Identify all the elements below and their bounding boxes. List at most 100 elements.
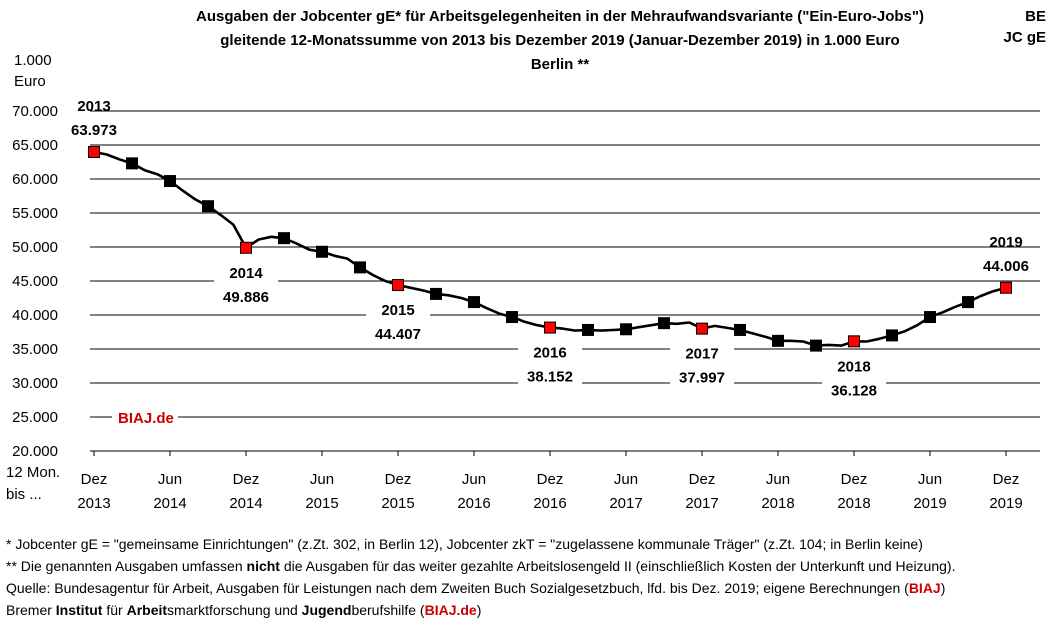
data-marker <box>392 279 404 292</box>
x-caption-line1: 12 Mon. <box>6 464 61 481</box>
data-marker <box>430 287 442 300</box>
data-marker <box>202 200 214 213</box>
x-tick-month: Dez <box>689 471 716 488</box>
y-tick-label: 60.000 <box>12 171 58 188</box>
x-tick-month: Dez <box>841 471 868 488</box>
footnote-source-biaj: BIAJ <box>908 580 941 596</box>
x-tick-year: 2017 <box>609 495 642 512</box>
x-tick-year: 2015 <box>305 495 338 512</box>
y-tick-label: 25.000 <box>12 409 58 426</box>
data-marker <box>316 245 328 258</box>
fi-d: Arbeit <box>126 602 168 618</box>
x-tick-year: 2018 <box>761 495 794 512</box>
annotation-background <box>214 260 278 309</box>
annotation-value: 63.973 <box>71 122 117 139</box>
jobcenter-type: JC gE <box>1003 29 1046 46</box>
data-marker <box>278 232 290 245</box>
data-marker <box>734 323 746 336</box>
data-marker <box>88 145 100 158</box>
chart-title-line3: Berlin ** <box>530 56 590 73</box>
x-tick-month: Dez <box>385 471 412 488</box>
x-tick-month: Dez <box>81 471 108 488</box>
x-tick-year: 2017 <box>685 495 718 512</box>
data-marker <box>658 317 670 330</box>
annotation-value: 49.886 <box>223 289 269 306</box>
footnote-source: Quelle: Bundesagentur für Arbeit, Ausgab… <box>6 577 945 599</box>
fi-a: Bremer <box>6 602 56 618</box>
data-marker <box>468 296 480 309</box>
x-tick-month: Dez <box>993 471 1020 488</box>
x-tick-month: Jun <box>310 471 334 488</box>
data-marker <box>544 321 556 334</box>
annotation-year: 2014 <box>229 265 263 282</box>
y-tick-label: 30.000 <box>12 375 58 392</box>
annotation-background <box>822 354 886 403</box>
footnote-source-c: ) <box>940 580 946 596</box>
annotation-value: 37.997 <box>679 370 725 387</box>
data-marker <box>506 311 518 324</box>
data-marker <box>582 323 594 336</box>
y-tick-label: 20.000 <box>12 443 58 460</box>
footnote-jobcenter: * Jobcenter gE = "gemeinsame Einrichtung… <box>6 536 923 552</box>
x-tick-year: 2014 <box>153 495 186 512</box>
y-unit-line1: 1.000 <box>14 52 52 69</box>
region-code: BE <box>1025 8 1046 25</box>
x-tick-year: 2014 <box>229 495 262 512</box>
fi-c: für <box>102 602 127 618</box>
series-line <box>93 150 1007 347</box>
x-tick-year: 2016 <box>533 495 566 512</box>
y-tick-label: 70.000 <box>12 103 58 120</box>
x-tick-year: 2018 <box>837 495 870 512</box>
watermark-background <box>112 406 178 428</box>
data-marker <box>772 334 784 347</box>
annotation-year: 2017 <box>685 346 718 363</box>
data-marker <box>126 157 138 170</box>
x-tick-month: Dez <box>537 471 564 488</box>
x-tick-month: Jun <box>766 471 790 488</box>
x-tick-year: 2013 <box>77 495 110 512</box>
annotation-year: 2018 <box>837 358 870 375</box>
annotation-year: 2015 <box>381 302 414 319</box>
chart-title-line2: gleitende 12-Monatssumme von 2013 bis De… <box>220 32 900 49</box>
data-marker <box>848 335 860 348</box>
data-marker <box>962 296 974 309</box>
y-tick-label: 50.000 <box>12 239 58 256</box>
y-unit-line2: Euro <box>14 73 46 90</box>
data-marker <box>240 241 252 254</box>
annotation-value: 44.407 <box>375 326 421 343</box>
data-marker <box>354 261 366 274</box>
x-caption-line2: bis ... <box>6 486 42 503</box>
data-marker <box>886 329 898 342</box>
x-tick-month: Jun <box>462 471 486 488</box>
x-tick-month: Dez <box>233 471 260 488</box>
y-tick-label: 55.000 <box>12 205 58 222</box>
data-marker <box>620 323 632 336</box>
annotation-background <box>670 341 734 390</box>
y-tick-label: 40.000 <box>12 307 58 324</box>
footnote-expenses-b: nicht <box>246 558 280 574</box>
annotation-value: 44.006 <box>983 258 1029 275</box>
annotation-year: 2013 <box>77 98 110 115</box>
y-tick-label: 35.000 <box>12 341 58 358</box>
annotation-background <box>366 298 430 347</box>
x-tick-month: Jun <box>158 471 182 488</box>
chart-title-line1: Ausgaben der Jobcenter gE* für Arbeitsge… <box>196 8 924 25</box>
fi-f: Jugend <box>301 602 352 618</box>
x-tick-year: 2016 <box>457 495 490 512</box>
data-marker <box>1000 281 1012 294</box>
y-tick-label: 65.000 <box>12 137 58 154</box>
watermark-label: BIAJ.de <box>118 410 174 427</box>
data-marker <box>810 339 822 352</box>
annotation-background <box>518 340 582 389</box>
annotation-year: 2019 <box>989 234 1022 251</box>
fi-i: ) <box>476 602 482 618</box>
footnote-expenses: ** Die genannten Ausgaben umfassen nicht… <box>6 555 955 577</box>
footnote-institute: Bremer Institut für Arbeitsmarktforschun… <box>6 599 481 621</box>
x-tick-year: 2019 <box>989 495 1022 512</box>
fi-g: berufshilfe ( <box>351 602 425 618</box>
x-tick-month: Jun <box>918 471 942 488</box>
annotation-value: 36.128 <box>831 382 877 399</box>
x-tick-month: Jun <box>614 471 638 488</box>
fi-link[interactable]: BIAJ.de <box>424 602 477 618</box>
data-marker <box>696 322 708 335</box>
